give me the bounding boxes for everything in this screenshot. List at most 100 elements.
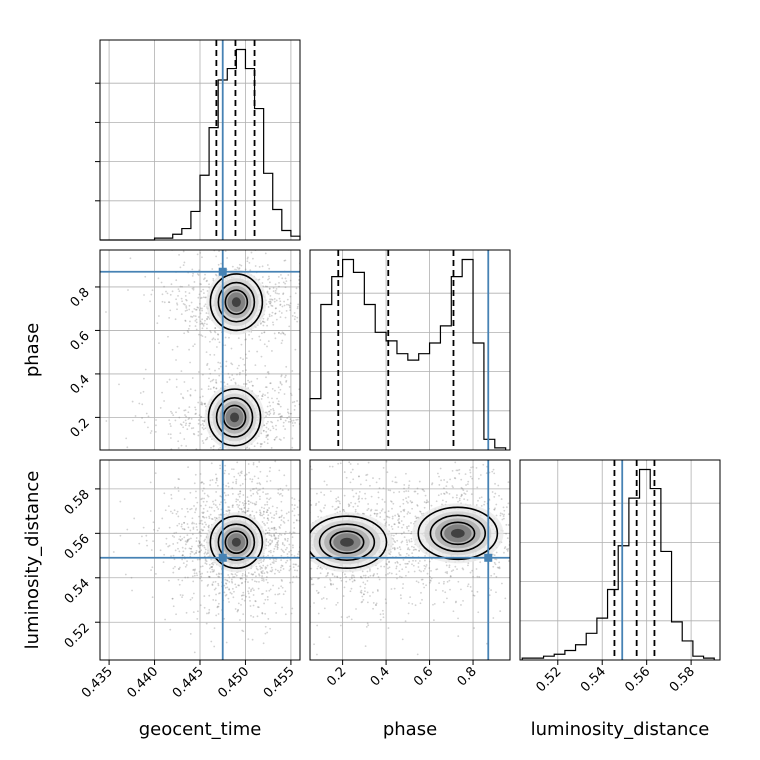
panel-ld-vs-geocent-time-point — [264, 625, 267, 628]
panel-phase-vs-geocent-time-point — [237, 337, 240, 339]
panel-ld-vs-phase-point — [498, 566, 501, 569]
panel-ld-vs-phase-point — [507, 524, 510, 526]
panel-phase-vs-geocent-time-contour-1-0 — [217, 281, 256, 323]
panel-ld-vs-geocent-time-point — [181, 579, 184, 582]
panel-phase-vs-geocent-time-point — [264, 285, 267, 288]
panel-ld-vs-phase-point — [302, 558, 304, 560]
panel-ld-vs-phase-point — [326, 574, 329, 577]
panel-ld-vs-geocent-time-point — [178, 583, 181, 586]
panel-ld-vs-geocent-time-point — [286, 546, 288, 549]
panel-ld-vs-phase-point — [396, 513, 399, 516]
panel-phase-vs-geocent-time-point — [266, 413, 269, 416]
panel-ld-vs-geocent-time-point — [244, 511, 247, 514]
panel-phase-vs-geocent-time-point — [167, 433, 170, 436]
panel-ld-vs-phase-point — [269, 523, 271, 525]
panel-phase-vs-geocent-time-point — [264, 411, 267, 414]
panel-ld-vs-phase-point — [428, 560, 431, 563]
panel-ld-vs-geocent-time-point — [283, 544, 286, 547]
panel-phase-vs-geocent-time-point — [186, 329, 189, 332]
panel-phase-vs-geocent-time-point — [154, 430, 157, 433]
panel-ld-vs-phase-point — [405, 472, 407, 475]
panel-ld-vs-phase-point — [306, 570, 308, 572]
panel-ld-vs-geocent-time-point — [186, 540, 189, 543]
panel-phase-vs-geocent-time-point — [261, 320, 264, 323]
panel-ld-vs-phase-point — [310, 468, 313, 471]
panel-phase-vs-geocent-time-point — [284, 316, 287, 319]
panel-phase-vs-geocent-time-point — [215, 255, 218, 258]
panel-phase-vs-geocent-time-point — [192, 287, 195, 289]
panel-ld-vs-geocent-time-point — [249, 501, 252, 504]
panel-ld-vs-phase-point — [399, 594, 402, 597]
panel-ld-vs-phase-point — [337, 496, 340, 499]
panel-ld-vs-phase-point — [294, 553, 296, 555]
panel-phase-vs-geocent-time-point — [202, 428, 205, 431]
panel-ld-vs-phase-point — [319, 572, 322, 575]
panel-ld-vs-geocent-time-point — [242, 510, 245, 513]
panel-ld-vs-geocent-time-point — [255, 487, 258, 490]
panel-ld-vs-phase-point — [406, 548, 409, 551]
panel-ld-vs-phase-contour-2-0 — [329, 530, 365, 555]
luminosity-distance-xtick-label-3: 0.58 — [667, 664, 698, 695]
panel-ld-vs-phase-point — [527, 523, 529, 525]
panel-ld-vs-geocent-time-point — [262, 578, 265, 581]
panel-phase-vs-geocent-time-point — [279, 300, 282, 303]
panel-ld-vs-phase-point — [480, 505, 483, 507]
panel-phase-vs-geocent-time-point — [203, 278, 205, 281]
panel-ld-vs-geocent-time-point — [266, 511, 268, 514]
panel-ld-vs-phase-point — [260, 521, 262, 523]
panel-phase-vs-geocent-time-point — [279, 388, 282, 391]
panel-phase-vs-geocent-time-point — [302, 269, 304, 271]
panel-phase-vs-geocent-time-point — [277, 400, 280, 403]
panel-phase-vs-geocent-time-point — [157, 277, 160, 280]
panel-ld-vs-phase-point — [413, 520, 416, 523]
panel-ld-vs-geocent-time-point — [256, 482, 259, 485]
panel-ld-vs-geocent-time-point — [231, 504, 234, 507]
panel-ld-vs-geocent-time-point — [243, 506, 246, 509]
panel-ld-vs-phase-point — [398, 491, 401, 493]
panel-phase-vs-geocent-time-point — [206, 364, 208, 366]
panel-ld-vs-geocent-time-point — [252, 604, 255, 607]
panel-ld-vs-phase-point — [362, 574, 365, 577]
panel-ld-vs-geocent-time-point — [207, 526, 210, 529]
panel-ld-vs-phase-point — [547, 532, 549, 534]
panel-ld-vs-geocent-time-point — [260, 566, 263, 569]
panel-ld-vs-geocent-time-point — [280, 515, 283, 518]
panel-phase-vs-geocent-time-point — [270, 298, 273, 301]
panel-phase-vs-geocent-time-point — [288, 304, 291, 307]
panel-ld-vs-phase-point — [342, 508, 345, 511]
panel-ld-vs-geocent-time-point — [213, 588, 216, 591]
panel-phase-vs-geocent-time-point — [199, 283, 201, 285]
panel-ld-vs-phase-point — [524, 505, 526, 507]
panel-ld-vs-phase-point — [362, 593, 365, 596]
panel-phase-vs-geocent-time-point — [284, 419, 287, 422]
panel-phase-vs-geocent-time-point — [188, 422, 191, 425]
panel-phase-vs-geocent-time-point — [201, 403, 204, 406]
panel-phase-vs-geocent-time-point — [284, 282, 287, 285]
panel-ld-vs-phase-point — [394, 481, 397, 484]
panel-ld-vs-phase-point — [485, 453, 487, 455]
panel-ld-vs-phase-point — [385, 574, 387, 576]
panel-ld-vs-geocent-time-point — [292, 544, 294, 547]
panel-ld-vs-phase-point — [401, 568, 404, 571]
panel-ld-vs-geocent-time-point — [202, 529, 204, 532]
panel-ld-vs-geocent-time-point — [217, 605, 220, 608]
panel-phase-vs-geocent-time-point — [188, 325, 191, 327]
panel-ld-vs-geocent-time-point — [278, 533, 281, 535]
panel-ld-vs-geocent-time-point — [268, 531, 271, 534]
panel-ld-vs-geocent-time-point — [260, 571, 263, 574]
panel-phase-vs-geocent-time-point — [303, 432, 305, 434]
panel-ld-vs-geocent-time-point — [211, 518, 214, 521]
panel-phase-vs-geocent-time-point — [219, 446, 222, 449]
panel-phase-vs-geocent-time-point — [169, 293, 172, 296]
panel-ld-vs-geocent-time-point — [263, 558, 265, 561]
panel-ld-vs-geocent-time-point — [245, 578, 248, 581]
panel-ld-vs-geocent-time-point — [284, 537, 286, 540]
panel-ld-vs-phase-point — [498, 567, 501, 570]
panel-ld-vs-phase-point — [330, 444, 332, 446]
panel-ld-vs-geocent-time-point — [151, 596, 154, 599]
panel-phase-vs-geocent-time-point — [279, 380, 282, 383]
panel-ld-vs-geocent-time-point — [223, 491, 226, 494]
panel-ld-vs-geocent-time-point — [189, 632, 192, 635]
panel-phase-vs-geocent-time-point — [141, 417, 143, 419]
panel-ld-vs-geocent-time-point — [247, 500, 250, 503]
